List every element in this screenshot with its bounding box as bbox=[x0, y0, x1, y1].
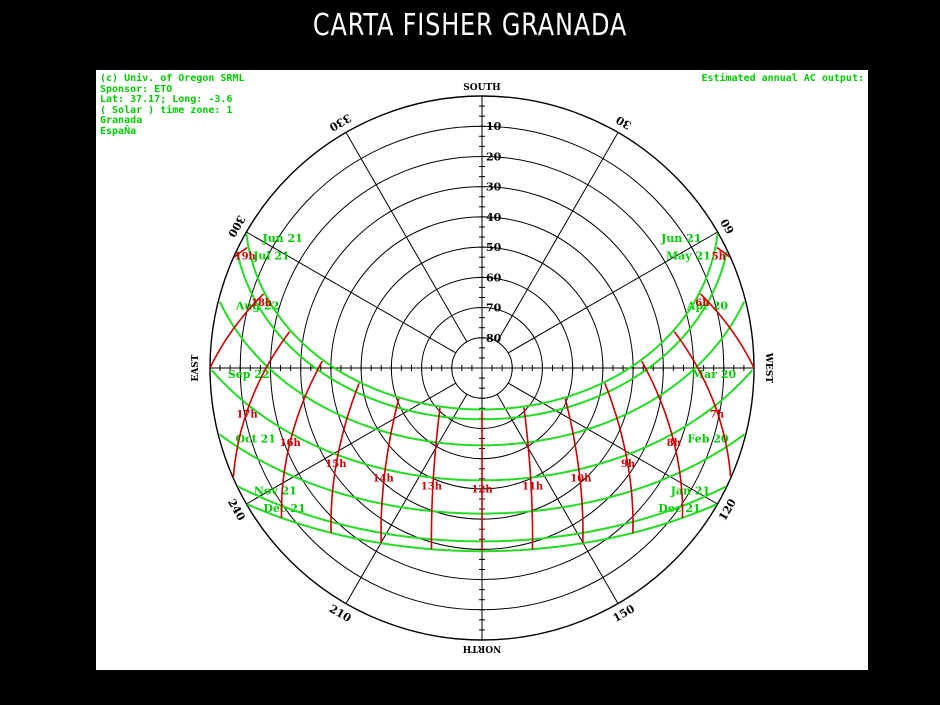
hour-label: 9h bbox=[621, 459, 636, 470]
site-info-line: Sponsor: ETO bbox=[100, 83, 173, 95]
hour-label: 5h bbox=[712, 252, 727, 263]
hour-label: 12h bbox=[471, 484, 493, 495]
hour-line bbox=[232, 331, 291, 477]
azimuth-line bbox=[345, 132, 468, 343]
altitude-label: 50 bbox=[486, 241, 502, 254]
hour-label: 11h bbox=[522, 482, 544, 493]
hour-label: 19h bbox=[235, 252, 257, 263]
azimuth-line bbox=[496, 393, 619, 604]
azimuth-line bbox=[496, 132, 619, 343]
date-label-left: Feb 20 bbox=[687, 432, 728, 445]
azimuth-line bbox=[246, 231, 457, 354]
site-info: (c) Univ. of Oregon SRML Sponsor: ETO Lat:… bbox=[100, 73, 245, 137]
site-info-line: Granada bbox=[100, 115, 143, 126]
date-label-left: Jan 21 bbox=[670, 484, 710, 497]
hour-line bbox=[330, 383, 360, 533]
altitude-label: 80 bbox=[486, 332, 502, 345]
altitude-label: 70 bbox=[486, 302, 502, 315]
sun-path-chart: 10203040506070801502101202406030030330SO… bbox=[191, 83, 773, 653]
date-label-left: Apr 20 bbox=[686, 300, 729, 313]
hour-line bbox=[430, 407, 441, 550]
altitude-label: 30 bbox=[486, 181, 502, 194]
east-label: EAST bbox=[191, 354, 201, 381]
hour-label: 14h bbox=[373, 473, 395, 484]
hour-line bbox=[716, 246, 731, 258]
altitude-label: 10 bbox=[486, 120, 502, 133]
date-label-right: Oct 21 bbox=[235, 432, 276, 445]
azimuth-label: 60 bbox=[718, 216, 737, 236]
hour-label: 17h bbox=[236, 410, 258, 421]
azimuth-label: 30 bbox=[614, 113, 634, 132]
site-info-line: (c) Univ. of Oregon SRML bbox=[100, 73, 245, 84]
date-label-right: Jun 21 bbox=[261, 232, 302, 245]
date-label-left: Jun 21 bbox=[660, 232, 701, 245]
hour-line bbox=[233, 246, 248, 258]
date-curve bbox=[245, 233, 719, 411]
hour-line bbox=[209, 293, 265, 369]
south-label: SOUTH bbox=[463, 83, 501, 93]
date-label-right: Nov 21 bbox=[254, 484, 297, 497]
hour-label: 15h bbox=[325, 459, 347, 470]
altitude-label: 20 bbox=[486, 150, 502, 163]
hour-label: 10h bbox=[570, 473, 592, 484]
west-label: WEST bbox=[763, 352, 773, 383]
hour-line bbox=[699, 293, 755, 369]
hour-line bbox=[380, 398, 400, 544]
altitude-label: 40 bbox=[486, 211, 502, 224]
hour-label: 8h bbox=[667, 438, 682, 449]
hour-label: 6h bbox=[695, 298, 710, 309]
site-info-line: ( Solar ) time zone: 1 bbox=[100, 104, 233, 116]
hour-line bbox=[280, 360, 323, 518]
hour-label: 13h bbox=[421, 482, 443, 493]
azimuth-line bbox=[507, 231, 718, 354]
date-label-left: May 21 bbox=[666, 250, 711, 263]
site-info-line: EspaÑa bbox=[100, 125, 137, 137]
hour-line bbox=[641, 360, 684, 518]
site-info-line: Lat: 37.17; Long: -3.6 bbox=[100, 94, 233, 105]
output-info: Estimated annual AC output: bbox=[701, 73, 864, 84]
altitude-label: 60 bbox=[486, 271, 502, 284]
hour-label: 18h bbox=[251, 298, 273, 309]
chart-panel: 10 20 30 40 50 60 70 80 150 210 120 240 60 300 30 330 SO… bbox=[96, 70, 868, 670]
page-title: CARTA FISHER GRANADA bbox=[312, 8, 628, 43]
date-label-right: Sep 22 bbox=[228, 368, 270, 381]
north-label: NORTH bbox=[462, 643, 501, 653]
hour-line bbox=[564, 398, 584, 544]
hour-label: 16h bbox=[280, 438, 302, 449]
azimuth-line bbox=[345, 393, 468, 604]
hour-label: 7h bbox=[710, 410, 725, 421]
hour-line bbox=[523, 407, 534, 550]
hour-line bbox=[604, 383, 634, 533]
date-label-right: Jul 21 bbox=[252, 250, 290, 263]
date-label-left: Dec 21 bbox=[658, 502, 700, 515]
date-label-right: Aug 22 bbox=[235, 300, 279, 313]
date-label-right: Dec 21 bbox=[263, 502, 305, 515]
hour-line bbox=[673, 331, 732, 477]
